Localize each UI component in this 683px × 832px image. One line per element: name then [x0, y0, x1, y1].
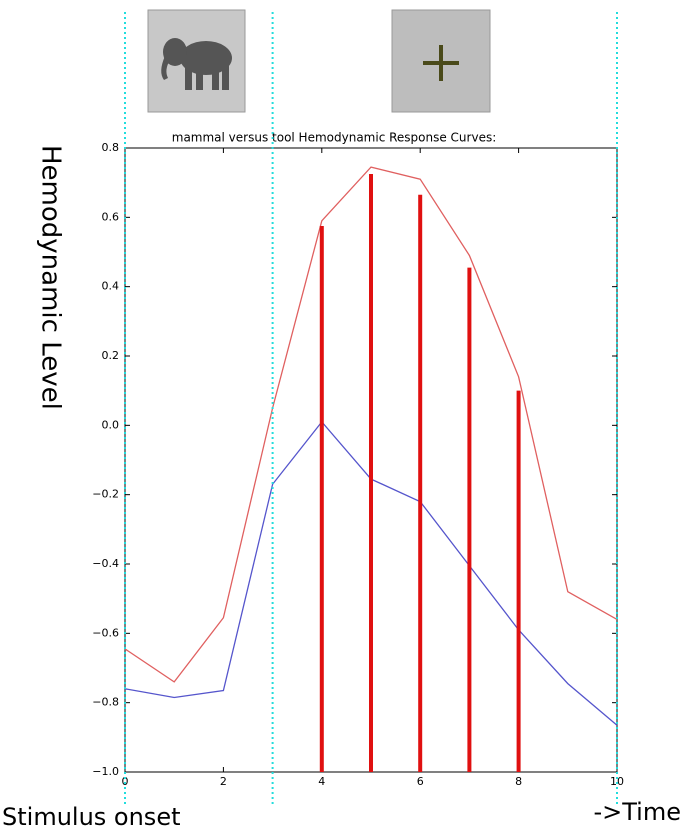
x-tick-label: 8: [515, 775, 522, 788]
plus-icon: [423, 45, 459, 81]
x-tick-label: 10: [610, 775, 624, 788]
series-line: [124, 166, 618, 683]
y-axis-label: Hemodynamic Level: [36, 145, 66, 410]
x-tick-label: 6: [417, 775, 424, 788]
y-tick-label: 0.0: [102, 418, 120, 431]
y-tick-label: 0.8: [102, 141, 120, 154]
y-tick-label: −0.6: [92, 626, 119, 639]
y-tick-label: −0.4: [92, 557, 119, 570]
y-tick-label: −0.2: [92, 488, 119, 501]
x-tick-label: 4: [318, 775, 325, 788]
x-tick-label: 2: [220, 775, 227, 788]
y-tick-label: 0.2: [102, 349, 120, 362]
y-tick-label: 0.4: [102, 280, 120, 293]
y-tick-label: 0.6: [102, 210, 120, 223]
x-tick-label: 0: [122, 775, 129, 788]
y-tick-label: −0.8: [92, 696, 119, 709]
annotation: ->Time: [593, 798, 681, 826]
y-tick-label: −1.0: [92, 765, 119, 778]
chart-title: mammal versus tool Hemodynamic Response …: [172, 131, 497, 145]
annotation: Stimulus onset: [2, 803, 181, 831]
elephant-icon: [161, 38, 232, 90]
